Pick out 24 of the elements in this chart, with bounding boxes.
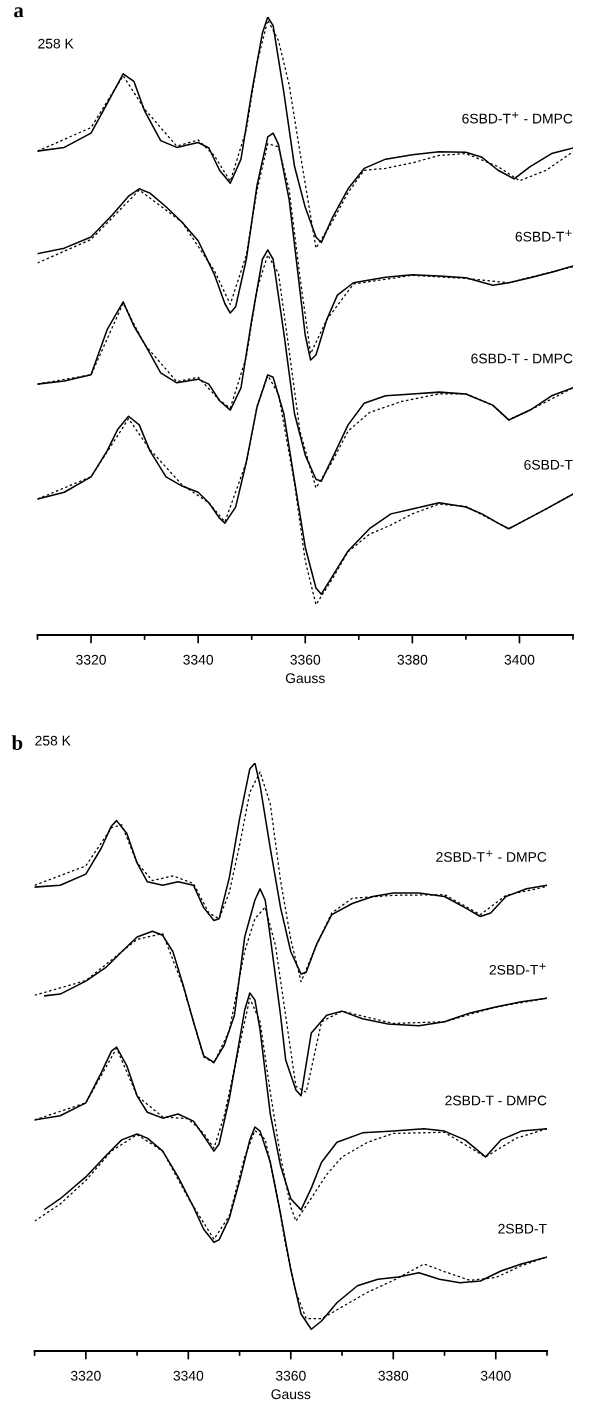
series-label: 2SBD-T - DMPC: [445, 1095, 547, 1106]
x-tick-label: 3400: [480, 1370, 511, 1381]
series-label: 6SBD-T$^{+}$ - DMPC: [462, 111, 573, 124]
series-label: 6SBD-T$^{+}$: [515, 230, 572, 242]
x-tick-label: 3320: [76, 654, 106, 665]
series-label: 2SBD-T$^{+}$: [489, 963, 546, 975]
x-axis-title: Gauss: [271, 1389, 311, 1400]
x-tick-label: 3340: [183, 654, 214, 665]
x-tick-label: 3380: [378, 1370, 409, 1381]
x-axis-title: Gauss: [285, 673, 325, 684]
chart-title: a: [14, 7, 24, 18]
x-tick-label: 3380: [397, 654, 428, 665]
x-tick-label: 3400: [504, 654, 535, 665]
text: 258 K: [38, 38, 74, 49]
series-label: 6SBD-T - DMPC: [471, 353, 573, 364]
chart-title: b: [11, 735, 23, 750]
series-label: 2SBD-T: [498, 1223, 547, 1234]
chart-subtitle: 258 K: [35, 735, 71, 746]
x-tick-label: 3340: [173, 1370, 204, 1381]
x-tick-label: 3360: [275, 1370, 306, 1381]
series-label: 6SBD-T: [524, 459, 573, 470]
x-tick-label: 3320: [70, 1370, 101, 1381]
x-tick-label: 3360: [290, 654, 321, 665]
series-label: 2SBD-T$^{+}$ - DMPC: [436, 850, 547, 862]
